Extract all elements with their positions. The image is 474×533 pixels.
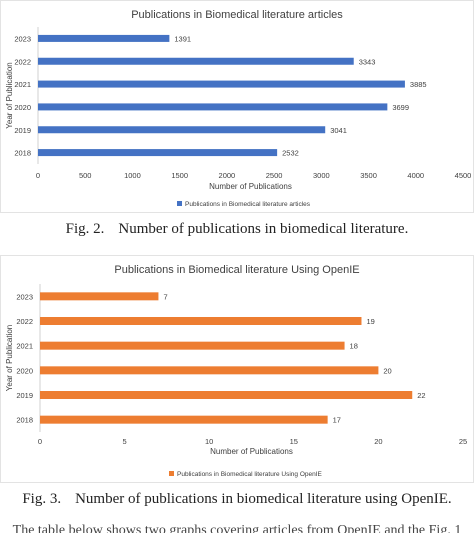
chart-1-svg: Publications in Biomedical literature ar… [5,9,472,208]
bar [40,292,159,301]
data-label: 20 [383,366,391,375]
x-tick-label: 15 [290,437,298,446]
legend-swatch [169,471,174,476]
y-tick-label: 2022 [16,317,33,326]
y-tick-label: 2021 [16,342,33,351]
legend: Publications in Biomedical literature Us… [169,471,323,478]
bar [38,126,326,134]
x-tick-label: 3500 [360,171,377,180]
y-tick-label: 2019 [16,391,33,400]
y-tick-label: 2020 [14,103,31,112]
x-tick-label: 3000 [313,171,330,180]
x-tick-label: 10 [205,437,213,446]
data-label: 22 [417,391,425,400]
data-label: 1391 [174,34,191,43]
y-tick-label: 2023 [16,292,33,301]
y-tick-label: 2018 [16,416,33,425]
y-tick-label: 2021 [14,80,31,89]
cut-off-text: The table below shows two graphs coverin… [12,524,462,533]
data-label: 3343 [359,57,376,66]
caption-label: Fig. 2. [65,221,105,237]
data-label: 7 [163,292,167,301]
legend: Publications in Biomedical literature ar… [177,201,311,208]
bar [40,341,345,350]
x-tick-label: 1000 [124,171,141,180]
chart-panel-2: Publications in Biomedical literature Us… [0,255,474,483]
legend-swatch [177,201,182,206]
x-tick-label: 2500 [266,171,283,180]
bar [40,391,413,399]
data-label: 19 [366,317,374,326]
x-axis-label: Number of Publications [210,447,293,456]
bar [40,317,362,325]
chart-title: Publications in Biomedical literature ar… [131,9,343,21]
data-label: 3041 [330,126,347,135]
bar [38,80,405,88]
data-label: 3699 [392,103,409,112]
x-tick-label: 5 [123,437,127,446]
x-tick-label: 500 [79,171,92,180]
x-tick-label: 4500 [455,171,472,180]
bar [40,366,379,375]
y-tick-label: 2023 [14,34,31,43]
data-label: 2532 [282,149,299,158]
bar [38,149,278,157]
chart-2-svg: Publications in Biomedical literature Us… [5,264,467,478]
chart-panel-1: Publications in Biomedical literature ar… [0,0,474,213]
bar [38,34,170,42]
x-tick-label: 20 [374,437,382,446]
bar [40,415,328,424]
caption-text: Number of publications in biomedical lit… [118,221,409,237]
y-tick-label: 2020 [16,366,33,375]
bar [38,57,354,65]
y-axis-label: Year of Publication [5,62,14,128]
y-tick-label: 2019 [14,126,31,135]
data-label: 3885 [410,80,427,89]
chart-title: Publications in Biomedical literature Us… [114,264,359,276]
y-tick-label: 2018 [14,149,31,158]
x-tick-label: 1500 [171,171,188,180]
x-tick-label: 2000 [219,171,236,180]
x-tick-label: 0 [38,437,42,446]
figure-caption-3: Fig. 3. Number of publications in biomedi… [0,491,474,508]
y-tick-label: 2022 [14,57,31,66]
legend-label: Publications in Biomedical literature Us… [177,471,323,478]
caption-text: Number of publications in biomedical lit… [75,491,452,507]
x-tick-label: 4000 [407,171,424,180]
data-label: 18 [350,342,358,351]
figure-caption-2: Fig. 2. Number of publications in biomedi… [0,221,474,238]
legend-label: Publications in Biomedical literature ar… [185,201,311,208]
caption-label: Fig. 3. [22,491,62,507]
x-axis-label: Number of Publications [209,182,292,191]
x-tick-label: 25 [459,437,467,446]
data-label: 17 [333,416,341,425]
y-axis-label: Year of Publication [5,325,14,391]
x-tick-label: 0 [36,171,40,180]
bar [38,103,388,111]
